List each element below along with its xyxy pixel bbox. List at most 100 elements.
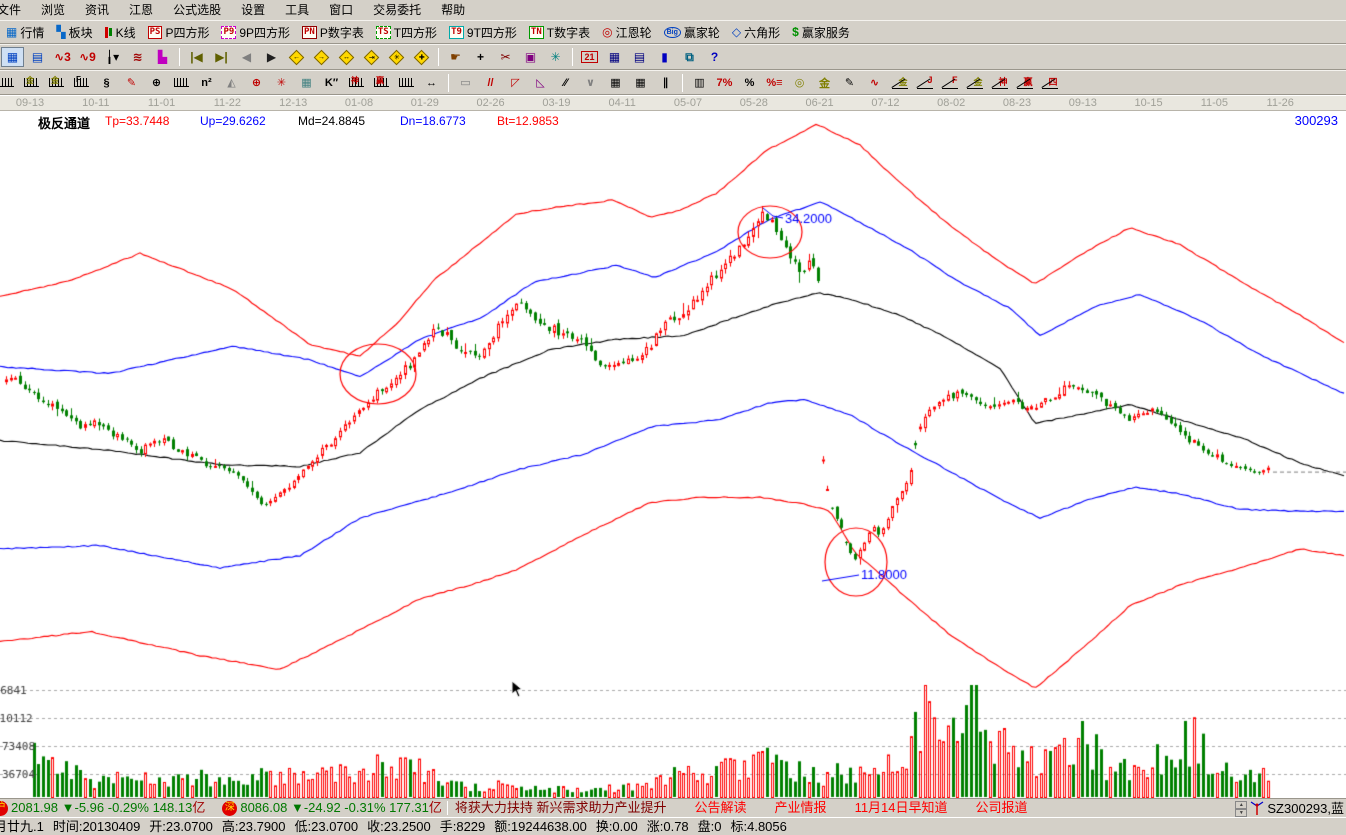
v-lines-button[interactable]: ∨ <box>579 73 602 93</box>
tick-ruler-button[interactable] <box>170 73 193 93</box>
toolbar-item-winner-service[interactable]: $ 赢家服务 <box>786 21 856 43</box>
menu-item-7[interactable]: 工具 <box>285 3 310 17</box>
seven-percent-button[interactable]: 7% <box>713 73 736 93</box>
ying-ruler-button[interactable]: 赢 <box>370 73 393 93</box>
label-tool-button[interactable]: ▣ <box>519 47 542 67</box>
toolbar-item-winner-wheel[interactable]: Big 赢家轮 <box>658 21 726 43</box>
wave-9-button[interactable]: ∿9 <box>76 47 99 67</box>
menu-item-5[interactable]: 公式选股 <box>173 3 222 17</box>
toolbar-item-p-number[interactable]: PN P数字表 <box>296 21 370 43</box>
delete-tool-button[interactable]: ✂ <box>494 47 517 67</box>
gold-ruler-b-button[interactable]: 金 <box>45 73 68 93</box>
news-headline[interactable]: 将获大力扶持 新兴需求助力产业提升 <box>454 800 667 815</box>
dense-ruler-button[interactable] <box>395 73 418 93</box>
menu-item-9[interactable]: 交易委托 <box>373 3 422 17</box>
news-link[interactable]: 11月14日早知道 <box>854 800 948 815</box>
wave-3-button[interactable]: ∿3 <box>51 47 74 67</box>
spiral-button[interactable]: § <box>95 73 118 93</box>
news-link[interactable]: 公告解读 <box>694 800 747 815</box>
toolbar-item-gann-wheel[interactable]: ◎ 江恩轮 <box>596 21 658 43</box>
smart-tool-button[interactable]: ✳ <box>544 47 567 67</box>
gold-circle-button[interactable]: ◎ <box>788 73 811 93</box>
menu-item-2[interactable]: 浏览 <box>41 3 66 17</box>
page-next-button[interactable]: ▶ <box>260 47 283 67</box>
diamond-right-button[interactable]: → <box>310 47 333 67</box>
grid-star-button[interactable]: ▦ <box>295 73 318 93</box>
hand-tool-button[interactable]: ☛ <box>444 47 467 67</box>
news-link[interactable]: 公司报道 <box>975 800 1028 815</box>
box-tool-button[interactable]: ▭ <box>454 73 477 93</box>
save-button[interactable]: ▮ <box>653 47 676 67</box>
toolbar-item-9t-square[interactable]: T9 9T四方形 <box>443 21 523 43</box>
jump-first-button[interactable]: |◀ <box>185 47 208 67</box>
wave-gold-button[interactable]: ∿ <box>863 73 886 93</box>
calendar-button[interactable]: 21 <box>578 47 601 67</box>
cycle-ruler-button[interactable]: ⊕ <box>145 73 168 93</box>
gold-angle-b-button[interactable]: 金 <box>963 73 986 93</box>
spinner-control[interactable]: ▲ ▼ <box>1235 800 1248 817</box>
stat-columns-button[interactable]: ▥ <box>688 73 711 93</box>
menu-item-10[interactable]: 帮助 <box>441 3 466 17</box>
marker-pen-button[interactable]: ✎ <box>120 73 143 93</box>
candlestick-chart-canvas[interactable] <box>0 111 1346 798</box>
chart-panel[interactable]: 极反通道 Tp=33.7448 Up=29.6262 Md=24.8845 Dn=18… <box>0 111 1346 798</box>
period-candle-button[interactable]: ╽▾ <box>101 47 124 67</box>
j-angle-button[interactable]: J <box>913 73 936 93</box>
star-burst-button[interactable]: ✳ <box>270 73 293 93</box>
percent-lines-button[interactable]: %≡ <box>763 73 786 93</box>
gold-angle-a-button[interactable]: 金 <box>888 73 911 93</box>
menu-item-4[interactable]: 江恩 <box>129 3 154 17</box>
parallel-lines-button[interactable]: ∥ <box>654 73 677 93</box>
toolbar-item-quotes[interactable]: ▦ 行情 <box>0 21 50 43</box>
shen-angle-button[interactable]: 神 <box>988 73 1011 93</box>
jump-last-button[interactable]: ▶| <box>210 47 233 67</box>
gold-section-button[interactable]: 金 <box>813 73 836 93</box>
color-volume-button[interactable]: ▙ <box>151 47 174 67</box>
k-mark-button[interactable]: K″ <box>320 73 343 93</box>
diamond-zoom-in-button[interactable]: ✚ <box>410 47 433 67</box>
toolbar-item-9p-square[interactable]: P9 9P四方形 <box>215 21 296 43</box>
toolbar-item-t-number[interactable]: TN T数字表 <box>523 21 596 43</box>
toolbar-item-kline[interactable]: K线 <box>99 21 142 43</box>
diamond-left-button[interactable]: ← <box>285 47 308 67</box>
memo-button[interactable]: ▤ <box>628 47 651 67</box>
menu-item-1[interactable]: 文件 <box>0 3 22 17</box>
span-arrows-button[interactable]: ↔ <box>420 73 443 93</box>
toolbar-item-p-square[interactable]: PS P四方形 <box>142 21 216 43</box>
menu-item-3[interactable]: 资讯 <box>85 3 110 17</box>
fan-box-button[interactable]: ◸ <box>504 73 527 93</box>
circle-target-button[interactable]: ⊕ <box>245 73 268 93</box>
toolbar-item-sectors[interactable]: ▚ 板块 <box>50 21 98 43</box>
fan-grid-button[interactable]: ◺ <box>529 73 552 93</box>
menu-item-6[interactable]: 设置 <box>241 3 266 17</box>
shen-ruler-button[interactable]: 神 <box>345 73 368 93</box>
assistant-button[interactable]: ? <box>703 47 726 67</box>
gann-ruler-button[interactable] <box>0 73 18 93</box>
diamond-expand-button[interactable]: ↔ <box>335 47 358 67</box>
f10-info-button[interactable]: ▤ <box>26 47 49 67</box>
mirror-button[interactable]: ◭ <box>220 73 243 93</box>
chip-dist-button[interactable]: ≋ <box>126 47 149 67</box>
calculator-button[interactable]: ▦ <box>603 47 626 67</box>
grid-b-button[interactable]: ▦ <box>629 73 652 93</box>
f-ruler-button[interactable]: F <box>70 73 93 93</box>
network-button[interactable]: ⧉ <box>678 47 701 67</box>
gold-ruler-a-button[interactable]: 金 <box>20 73 43 93</box>
toolbar-item-t-square[interactable]: TS T四方形 <box>370 21 443 43</box>
toolbar-item-hexagon[interactable]: ◇ 六角形 <box>726 21 786 43</box>
pen-tool-button[interactable]: ✎ <box>838 73 861 93</box>
trend-lines-button[interactable]: ⁄⁄ <box>554 73 577 93</box>
crosshair-button[interactable]: + <box>469 47 492 67</box>
si-angle-button[interactable]: 四 <box>1038 73 1061 93</box>
n-square-button[interactable]: n² <box>195 73 218 93</box>
percent-button[interactable]: % <box>738 73 761 93</box>
grid-a-button[interactable]: ▦ <box>604 73 627 93</box>
menu-item-8[interactable]: 窗口 <box>329 3 354 17</box>
diamond-zoom-out-button[interactable]: ✳ <box>385 47 408 67</box>
page-prev-button[interactable]: ◀ <box>235 47 258 67</box>
news-link[interactable]: 产业情报 <box>774 800 827 815</box>
diamond-compress-button[interactable]: ⇥ <box>360 47 383 67</box>
fan-lines-button[interactable]: // <box>479 73 502 93</box>
main-chart-button[interactable]: ▦ <box>1 47 24 67</box>
f-angle-button[interactable]: F <box>938 73 961 93</box>
